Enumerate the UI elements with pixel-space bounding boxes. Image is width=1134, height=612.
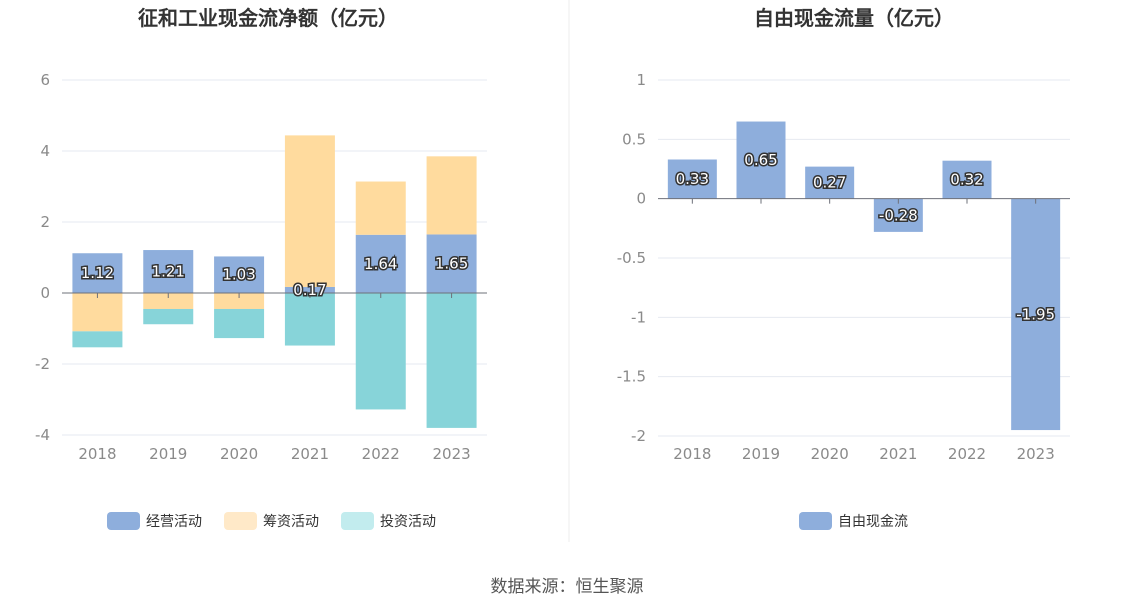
data-label: 1.65 <box>435 255 468 273</box>
bar-筹资活动-2020 <box>214 293 265 309</box>
legend-swatch <box>341 512 374 530</box>
y-tick-label: 6 <box>40 71 50 89</box>
data-label: 0.17 <box>293 281 326 299</box>
bar-自由现金流-2020 <box>805 166 855 199</box>
data-label: 0.33 <box>676 170 709 188</box>
free-cash-flow-chart: 自由现金流量（亿元） 1 0.5 0 -0.5 -1 -1.5 -2 2018 2019 2020 2… <box>617 6 1070 530</box>
bar-投资活动-2022 <box>355 293 406 410</box>
legend-swatch <box>224 512 257 530</box>
bar-投资活动-2023 <box>426 293 477 428</box>
bar-自由现金流-2018 <box>667 159 717 199</box>
y-tick-label: 0 <box>40 284 50 302</box>
legend-swatch <box>107 512 140 530</box>
x-tick-label: 2019 <box>742 445 780 463</box>
bar-经营活动-2019 <box>143 250 194 293</box>
y-tick-label: 1 <box>636 71 646 89</box>
bar-自由现金流-2022 <box>942 160 992 199</box>
y-tick-label: -2 <box>631 427 646 445</box>
y-tick-label: 2 <box>40 213 50 231</box>
bar-筹资活动-2021 <box>284 135 335 287</box>
legend-label: 自由现金流 <box>838 514 908 530</box>
y-tick-label: 4 <box>40 142 50 160</box>
legend-swatch <box>799 512 832 530</box>
y-tick-label: 0 <box>636 190 646 208</box>
y-tick-label: -4 <box>35 426 50 444</box>
chart-title: 自由现金流量（亿元） <box>754 6 954 30</box>
x-tick-label: 2018 <box>673 445 711 463</box>
data-source: 数据来源：恒生聚源 <box>490 577 644 597</box>
data-label: 1.64 <box>364 255 397 273</box>
x-tick-label: 2019 <box>149 445 187 463</box>
chart-title: 征和工业现金流净额（亿元） <box>138 6 398 30</box>
bar-投资活动-2018 <box>72 331 123 348</box>
bar-筹资活动-2019 <box>143 293 194 309</box>
bar-筹资活动-2022 <box>355 181 406 235</box>
data-label: -0.28 <box>879 206 918 224</box>
bar-经营活动-2023 <box>426 234 477 293</box>
data-label: 1.03 <box>222 266 255 284</box>
bar-自由现金流-2021 <box>873 198 923 232</box>
bar-筹资活动-2018 <box>72 293 123 332</box>
x-tick-label: 2023 <box>1017 445 1055 463</box>
legend-label: 经营活动 <box>146 514 202 530</box>
data-label: 0.32 <box>950 171 983 189</box>
cash-flow-chart: 征和工业现金流净额（亿元） 6 4 2 0 -2 -4 2018 2019 2020 2021 202… <box>35 6 487 530</box>
x-tick-label: 2022 <box>948 445 986 463</box>
data-label: -1.95 <box>1016 305 1055 323</box>
x-tick-label: 2021 <box>291 445 329 463</box>
bar-自由现金流-2023 <box>1011 198 1061 431</box>
x-tick-label: 2020 <box>220 445 258 463</box>
x-tick-label: 2023 <box>432 445 470 463</box>
x-tick-label: 2020 <box>811 445 849 463</box>
bar-筹资活动-2023 <box>426 156 477 235</box>
bar-投资活动-2019 <box>143 308 194 325</box>
data-label: 1.12 <box>81 264 114 282</box>
y-tick-label: -2 <box>35 355 50 373</box>
data-label: 1.21 <box>152 263 185 281</box>
bar-经营活动-2018 <box>72 253 123 293</box>
y-tick-label: -1 <box>631 308 646 326</box>
legend-label: 筹资活动 <box>263 513 319 530</box>
x-tick-label: 2018 <box>78 445 116 463</box>
legend-label: 投资活动 <box>380 514 436 530</box>
bar-投资活动-2021 <box>284 293 335 346</box>
bar-经营活动-2022 <box>355 234 406 293</box>
bar-投资活动-2020 <box>214 308 265 339</box>
x-tick-label: 2022 <box>362 445 400 463</box>
data-label: 0.27 <box>813 174 846 192</box>
bar-经营活动-2020 <box>214 256 265 293</box>
bar-经营活动-2021 <box>284 286 335 293</box>
y-tick-label: -1.5 <box>617 368 646 386</box>
y-tick-label: 0.5 <box>622 130 646 148</box>
data-label: 0.65 <box>744 151 777 169</box>
bar-自由现金流-2019 <box>736 121 786 199</box>
y-tick-label: -0.5 <box>617 249 646 267</box>
x-tick-label: 2021 <box>879 445 917 463</box>
